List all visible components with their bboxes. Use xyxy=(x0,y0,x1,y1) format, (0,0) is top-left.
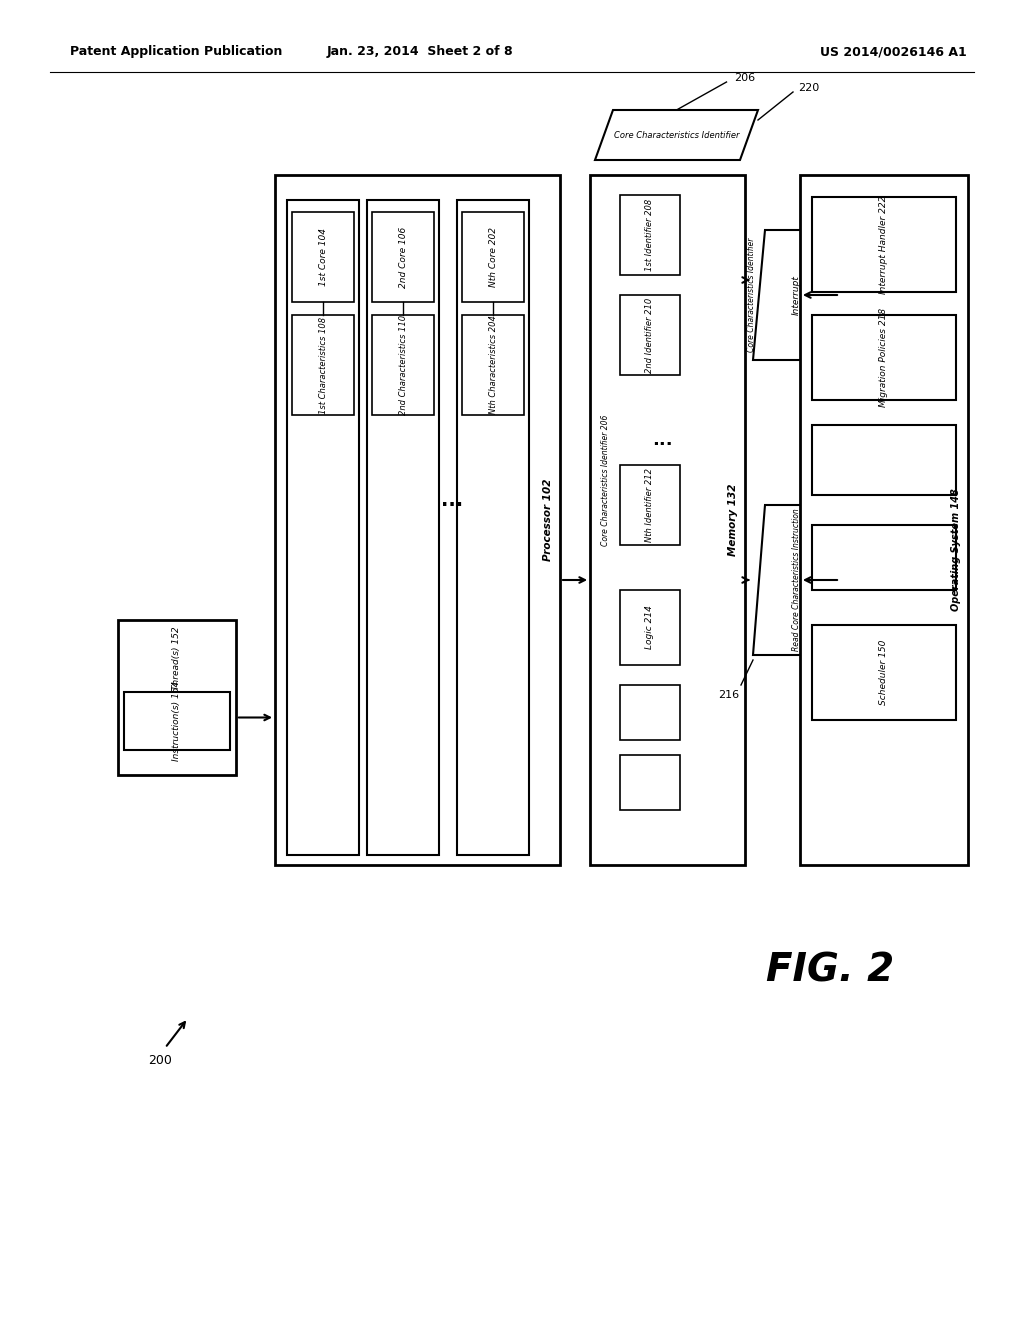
Bar xyxy=(812,197,956,292)
Bar xyxy=(812,624,956,719)
Text: Core Characteristics Identifier 206: Core Characteristics Identifier 206 xyxy=(601,414,610,545)
Bar xyxy=(367,201,439,855)
Text: Nth Identifier 212: Nth Identifier 212 xyxy=(645,469,654,543)
Text: Logic 214: Logic 214 xyxy=(645,605,654,649)
Text: 200: 200 xyxy=(148,1053,172,1067)
Text: 206: 206 xyxy=(734,73,756,83)
Bar xyxy=(620,590,680,665)
Text: Thread(s) 152: Thread(s) 152 xyxy=(172,626,181,690)
Text: 2nd Characteristics 110: 2nd Characteristics 110 xyxy=(398,315,408,414)
Text: Jan. 23, 2014  Sheet 2 of 8: Jan. 23, 2014 Sheet 2 of 8 xyxy=(327,45,513,58)
Polygon shape xyxy=(753,506,840,655)
Text: 2nd Identifier 210: 2nd Identifier 210 xyxy=(645,297,654,372)
Text: Migration Policies 218: Migration Policies 218 xyxy=(880,308,889,407)
Bar xyxy=(457,201,529,855)
Bar xyxy=(118,620,236,775)
Bar xyxy=(590,176,745,865)
Text: US 2014/0026146 A1: US 2014/0026146 A1 xyxy=(820,45,967,58)
Polygon shape xyxy=(753,230,840,360)
Text: Core Characteristics Identifier: Core Characteristics Identifier xyxy=(746,238,756,352)
Bar xyxy=(812,315,956,400)
Text: FIG. 2: FIG. 2 xyxy=(766,950,894,989)
Bar xyxy=(372,213,434,302)
Bar xyxy=(620,755,680,810)
Bar xyxy=(800,176,968,865)
Text: Patent Application Publication: Patent Application Publication xyxy=(70,45,283,58)
Text: Read Core Characteristics Instruction: Read Core Characteristics Instruction xyxy=(792,508,801,651)
Text: Nth Core 202: Nth Core 202 xyxy=(488,227,498,286)
Text: Nth Characteristics 204: Nth Characteristics 204 xyxy=(488,315,498,414)
Text: 1st Core 104: 1st Core 104 xyxy=(318,228,328,286)
Bar xyxy=(287,201,359,855)
Bar xyxy=(124,692,230,750)
Text: ...: ... xyxy=(441,491,463,510)
Text: 1st Identifier 208: 1st Identifier 208 xyxy=(645,199,654,271)
Text: Processor 102: Processor 102 xyxy=(543,479,553,561)
Text: Interrupt Handler 222: Interrupt Handler 222 xyxy=(880,195,889,294)
Polygon shape xyxy=(595,110,758,160)
Text: Core Characteristics Identifier: Core Characteristics Identifier xyxy=(613,131,739,140)
Text: 220: 220 xyxy=(798,83,819,92)
Bar xyxy=(292,315,354,414)
Bar xyxy=(812,425,956,495)
Text: 2nd Core 106: 2nd Core 106 xyxy=(398,226,408,288)
Text: Scheduler 150: Scheduler 150 xyxy=(880,639,889,705)
Bar xyxy=(620,685,680,741)
Text: 216: 216 xyxy=(718,690,739,700)
Bar xyxy=(620,294,680,375)
Bar xyxy=(620,465,680,545)
Bar xyxy=(372,315,434,414)
Text: Interrupt: Interrupt xyxy=(792,275,801,315)
Text: Memory 132: Memory 132 xyxy=(728,483,738,556)
Bar xyxy=(620,195,680,275)
Bar xyxy=(462,315,524,414)
Bar xyxy=(462,213,524,302)
Text: 1st Characteristics 108: 1st Characteristics 108 xyxy=(318,317,328,413)
Bar xyxy=(812,525,956,590)
Bar xyxy=(292,213,354,302)
Text: Operating System 148: Operating System 148 xyxy=(951,488,961,611)
Bar xyxy=(275,176,560,865)
Text: Instruction(s) 154: Instruction(s) 154 xyxy=(172,681,181,762)
Text: ...: ... xyxy=(652,432,673,449)
